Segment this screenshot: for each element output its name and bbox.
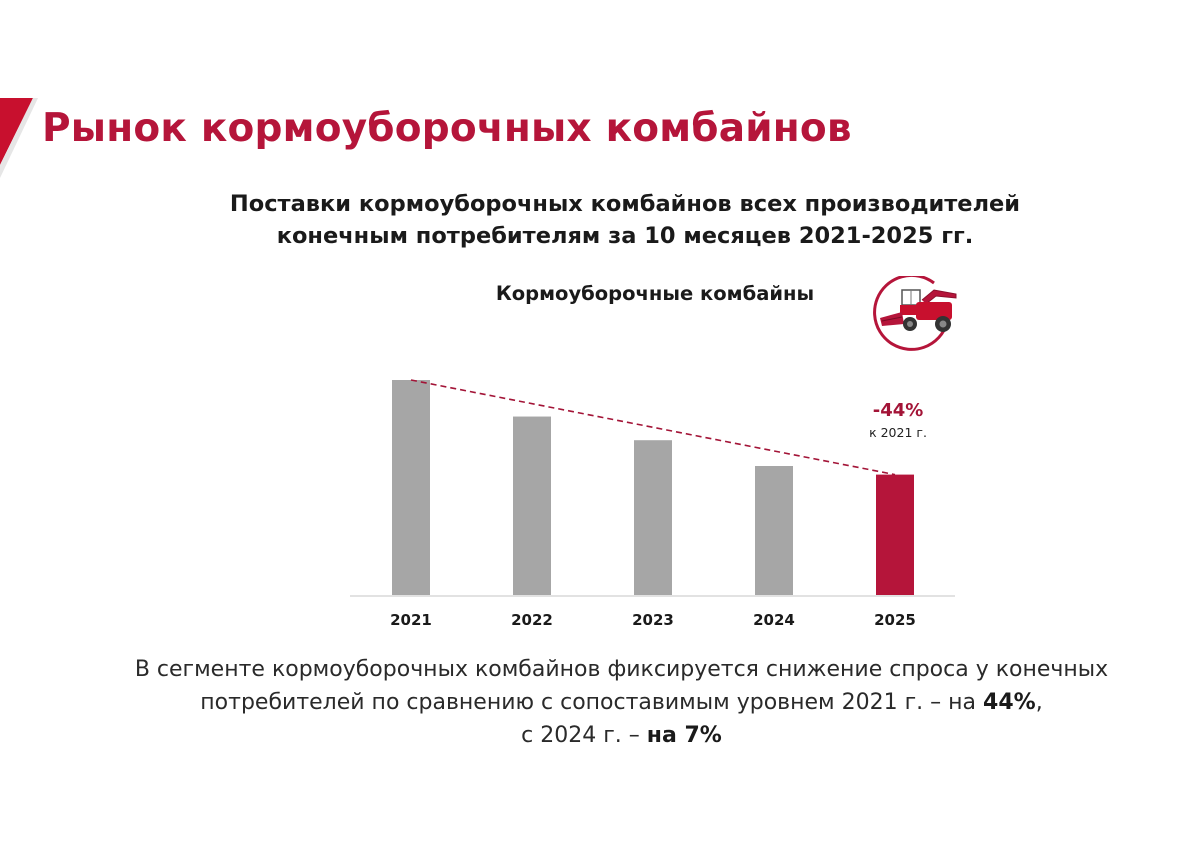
bar-2024 xyxy=(755,466,793,595)
summary-line-2-text: потребителей по сравнению с сопоставимым… xyxy=(200,690,984,715)
bar-2023 xyxy=(634,440,672,595)
x-tick-label-2021: 2021 xyxy=(390,611,432,629)
bar-2022 xyxy=(513,416,551,595)
bar-2021 xyxy=(392,380,430,595)
summary-line-2-punct: , xyxy=(1035,690,1043,715)
change-annotation-value: -44% xyxy=(873,400,924,421)
forage-harvester-icon xyxy=(873,276,957,351)
corner-decoration xyxy=(0,98,38,178)
summary-line-3-text: с 2024 г. – xyxy=(521,723,647,748)
page-title: Рынок кормоуборочных комбайнов xyxy=(42,106,852,151)
change-annotation-note: к 2021 г. xyxy=(869,425,927,440)
subtitle-line-1: Поставки кормоуборочных комбайнов всех п… xyxy=(229,191,1021,217)
x-tick-label-2023: 2023 xyxy=(632,611,674,629)
x-tick-label-2024: 2024 xyxy=(753,611,795,629)
bar-2025 xyxy=(876,474,914,595)
page-subtitle: Поставки кормоуборочных комбайнов всех п… xyxy=(165,188,1085,252)
subtitle-line-2: конечным потребителям за 10 месяцев 2021… xyxy=(276,223,974,249)
summary-line-2: потребителей по сравнению с сопоставимым… xyxy=(200,690,1042,715)
summary-text: В сегменте кормоуборочных комбайнов фикс… xyxy=(60,653,1183,752)
summary-highlight-44: 44% xyxy=(983,690,1036,715)
summary-line-3: с 2024 г. – на 7% xyxy=(521,723,722,748)
trend-line xyxy=(410,379,896,476)
summary-line-1: В сегменте кормоуборочных комбайнов фикс… xyxy=(134,657,1109,682)
x-tick-label-2022: 2022 xyxy=(511,611,553,629)
summary-highlight-7: на 7% xyxy=(646,723,722,748)
chart-title: Кормоуборочные комбайны xyxy=(495,282,815,305)
x-tick-label-2025: 2025 xyxy=(874,611,916,629)
